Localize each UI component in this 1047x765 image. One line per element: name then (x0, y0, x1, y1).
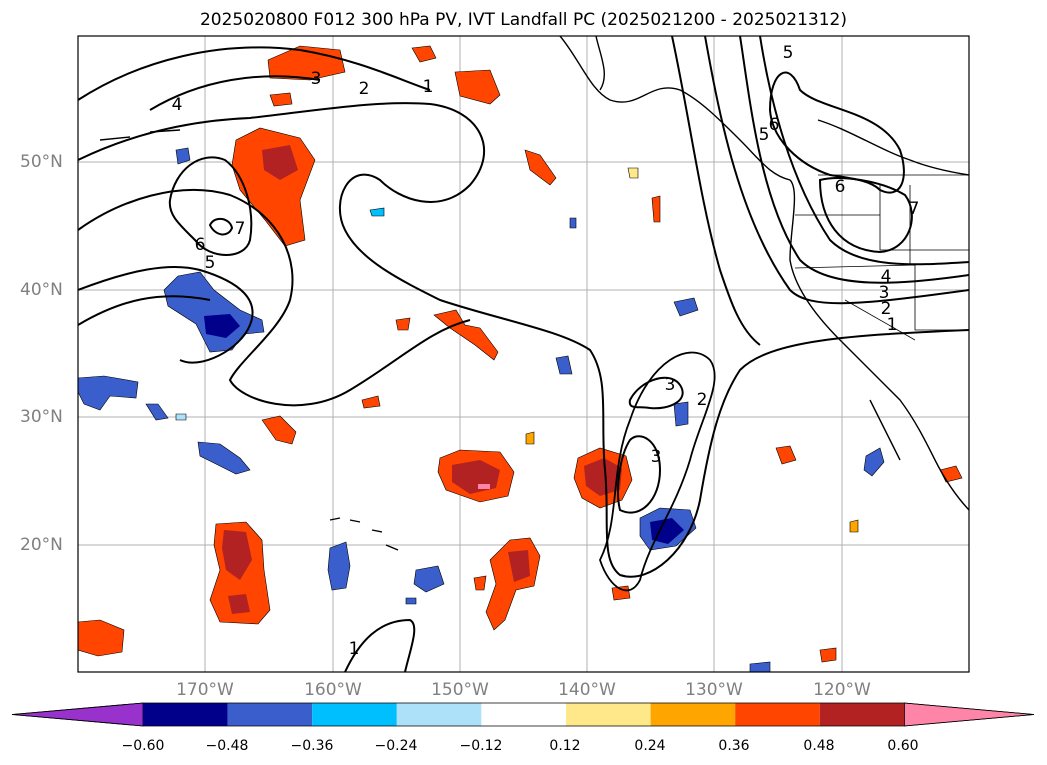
contour-label-2b: 2 (697, 390, 708, 410)
lon-label-140w: 140°W (558, 680, 616, 700)
contour-label-5: 5 (205, 253, 216, 273)
colorbar-tick: 0.60 (887, 738, 919, 754)
colorbar-tick: 0.36 (718, 738, 750, 754)
contour-label-3d: 3 (879, 283, 890, 303)
colorbar-segment (143, 703, 228, 726)
map-frame (77, 35, 970, 673)
lon-label-150w: 150°W (431, 680, 489, 700)
colorbar-tick: −0.12 (459, 738, 503, 754)
lat-label-50n: 50°N (20, 152, 63, 172)
contour-label-7: 7 (235, 219, 246, 239)
colorbar-segment (227, 703, 313, 726)
colorbar-segment (312, 703, 397, 726)
contour-label-1b: 1 (349, 639, 360, 659)
colorbar-tick: −0.24 (374, 738, 418, 754)
contour-label-3c: 3 (651, 447, 662, 467)
contour-label-5b: 5 (783, 43, 794, 63)
colorbar-outline (11, 702, 1035, 727)
contour-label-4b: 4 (881, 267, 892, 287)
colorbar (11, 702, 1035, 727)
colorbar-tick: 0.24 (634, 738, 666, 754)
positive-pv-anomalies (78, 45, 963, 663)
colorbar-segment (735, 703, 820, 726)
lon-label-160w: 160°W (304, 680, 362, 700)
colorbar-tick: −0.60 (121, 738, 165, 754)
negative-pv-anomalies (78, 147, 885, 672)
contour-label-6b: 6 (769, 115, 780, 135)
lon-label-120w: 120°W (813, 680, 871, 700)
contour-label-7b: 7 (909, 199, 920, 219)
contour-label-3: 3 (311, 69, 322, 89)
colorbar-segment (566, 703, 651, 726)
lat-label-30n: 30°N (20, 407, 63, 427)
coastlines (99, 36, 969, 551)
boundaries (794, 174, 969, 341)
colorbar-extend-low (11, 702, 144, 727)
contour-label-6: 6 (195, 235, 206, 255)
contour-label-4: 4 (172, 95, 183, 115)
contour-label-group: 1 2 3 4 7 6 5 3 2 3 1 5 6 5 6 7 4 3 2 1 (172, 43, 920, 659)
colorbar-segment (396, 703, 482, 726)
map-title: 2025020800 F012 300 hPa PV, IVT Landfall… (199, 10, 847, 30)
contour-label-6c: 6 (835, 177, 846, 197)
colorbar-tick: −0.48 (205, 738, 249, 754)
colorbar-tick: 0.48 (803, 738, 835, 754)
colorbar-segment (650, 703, 736, 726)
gridlines (78, 36, 969, 672)
contour-label-1c: 1 (887, 315, 898, 335)
contour-label-5c: 5 (759, 125, 770, 145)
colorbar-tick: −0.36 (290, 738, 334, 754)
lon-label-130w: 130°W (685, 680, 743, 700)
contour-label-2: 2 (359, 79, 370, 99)
lon-label-170w: 170°W (176, 680, 234, 700)
colorbar-extend-high (904, 702, 1035, 727)
contour-label-3b: 3 (665, 375, 676, 395)
ivt-contours (78, 36, 969, 672)
contour-label-1: 1 (423, 77, 434, 97)
colorbar-tick: 0.12 (549, 738, 581, 754)
lat-label-20n: 20°N (20, 535, 63, 555)
colorbar-segment (481, 703, 566, 726)
colorbar-segment (819, 703, 905, 726)
contour-label-2c: 2 (881, 299, 892, 319)
lat-label-40n: 40°N (20, 280, 63, 300)
